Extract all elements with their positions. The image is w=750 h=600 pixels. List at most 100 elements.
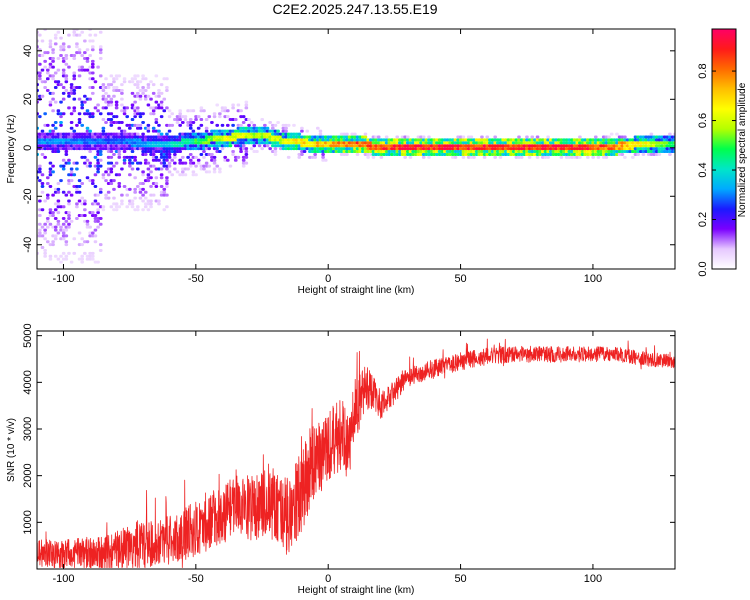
heatmap-cell <box>96 208 100 212</box>
colorbar-ticks: 0.00.20.40.60.8 <box>697 63 736 277</box>
heatmap-cell <box>67 182 71 186</box>
heatmap-cell <box>165 152 169 156</box>
heatmap-cell <box>112 135 116 139</box>
heatmap-cell <box>130 132 135 136</box>
heatmap-cell <box>448 147 452 151</box>
heatmap-cell <box>135 167 140 171</box>
heatmap-cell <box>294 135 299 139</box>
heatmap-cell <box>615 144 619 148</box>
heatmap-cell <box>188 141 193 145</box>
heatmap-cell <box>83 39 87 43</box>
heatmap-cell <box>244 118 249 122</box>
heatmap-cell <box>604 155 609 159</box>
heatmap-cell <box>548 141 553 145</box>
heatmap-cell <box>38 115 42 119</box>
heatmap-cell <box>427 147 431 151</box>
heatmap-cell <box>292 141 296 145</box>
heatmap-cell <box>109 100 114 104</box>
heatmap-cell <box>85 135 90 139</box>
heatmap-cell <box>43 80 47 84</box>
heatmap-cell <box>143 150 148 154</box>
heatmap-cell <box>469 138 474 142</box>
heatmap-cell <box>106 196 111 200</box>
heatmap-cell <box>607 138 611 142</box>
heatmap-cell <box>501 144 505 148</box>
heatmap-cell <box>601 152 606 156</box>
heatmap-cell <box>538 138 542 142</box>
heatmap-cell <box>210 135 214 139</box>
heatmap-cell <box>80 30 85 34</box>
heatmap-cell <box>104 179 108 183</box>
heatmap-cell <box>503 150 508 154</box>
heatmap-cell <box>294 144 299 148</box>
heatmap-cell <box>284 126 288 130</box>
heatmap-cell <box>38 33 42 37</box>
heatmap-cell <box>615 132 619 136</box>
heatmap-cell <box>329 147 333 151</box>
heatmap-cell <box>154 155 159 159</box>
heatmap-cell <box>316 141 320 145</box>
heatmap-cell <box>186 147 190 151</box>
heatmap-cell <box>173 161 177 165</box>
heatmap-cell <box>178 173 182 177</box>
heatmap-cell <box>53 126 58 130</box>
heatmap-cell <box>456 135 460 139</box>
colorbar-tick-label: 0.2 <box>697 212 709 227</box>
heatmap-cell <box>162 138 167 142</box>
heatmap-cell <box>90 135 95 139</box>
heatmap-cell <box>255 141 259 145</box>
heatmap-cell <box>61 164 66 168</box>
heatmap-cell <box>601 141 606 145</box>
heatmap-cell <box>196 141 201 145</box>
heatmap-cell <box>345 135 349 139</box>
heatmap-cell <box>244 103 249 107</box>
heatmap-cell <box>421 138 426 142</box>
heatmap-cell <box>178 112 182 116</box>
heatmap-cell <box>652 135 656 139</box>
heatmap-cell <box>543 155 548 159</box>
heatmap-cell <box>625 144 630 148</box>
heatmap-cell <box>652 152 656 156</box>
heatmap-cell <box>609 138 614 142</box>
heatmap-cell <box>358 150 362 154</box>
heatmap-cell <box>215 144 220 148</box>
heatmap-cell <box>101 106 106 110</box>
heatmap-cell <box>143 147 148 151</box>
heatmap-cell <box>493 138 497 142</box>
heatmap-cell <box>149 184 153 188</box>
heatmap-cell <box>308 147 312 151</box>
heatmap-cell <box>56 199 61 203</box>
heatmap-cell <box>355 147 360 151</box>
heatmap-cell <box>646 138 651 142</box>
heatmap-cell <box>575 152 580 156</box>
heatmap-cell <box>233 141 238 145</box>
heatmap-cell <box>130 118 135 122</box>
heatmap-cell <box>451 155 455 159</box>
heatmap-cell <box>67 33 71 37</box>
heatmap-cell <box>294 132 299 136</box>
heatmap-cell <box>501 150 505 154</box>
heatmap-cell <box>236 103 241 107</box>
heatmap-cell <box>88 179 92 183</box>
heatmap-cell <box>159 144 164 148</box>
heatmap-cell <box>374 147 378 151</box>
heatmap-cell <box>112 152 116 156</box>
heatmap-cell <box>305 147 310 151</box>
heatmap-cell <box>114 161 119 165</box>
heatmap-cell <box>128 173 132 177</box>
heatmap-cell <box>67 199 71 203</box>
heatmap-cell <box>501 147 505 151</box>
heatmap-cell <box>90 39 95 43</box>
heatmap-cell <box>154 158 159 162</box>
heatmap-cell <box>276 120 280 124</box>
heatmap-cell <box>130 155 135 159</box>
heatmap-cell <box>496 141 500 145</box>
heatmap-cell <box>226 129 230 133</box>
heatmap-cell <box>43 237 47 241</box>
heatmap-cell <box>257 135 262 139</box>
heatmap-cell <box>80 202 85 206</box>
heatmap-cell <box>98 205 103 209</box>
heatmap-cell <box>474 141 479 145</box>
heatmap-cell <box>316 147 320 151</box>
heatmap-cell <box>122 129 127 133</box>
